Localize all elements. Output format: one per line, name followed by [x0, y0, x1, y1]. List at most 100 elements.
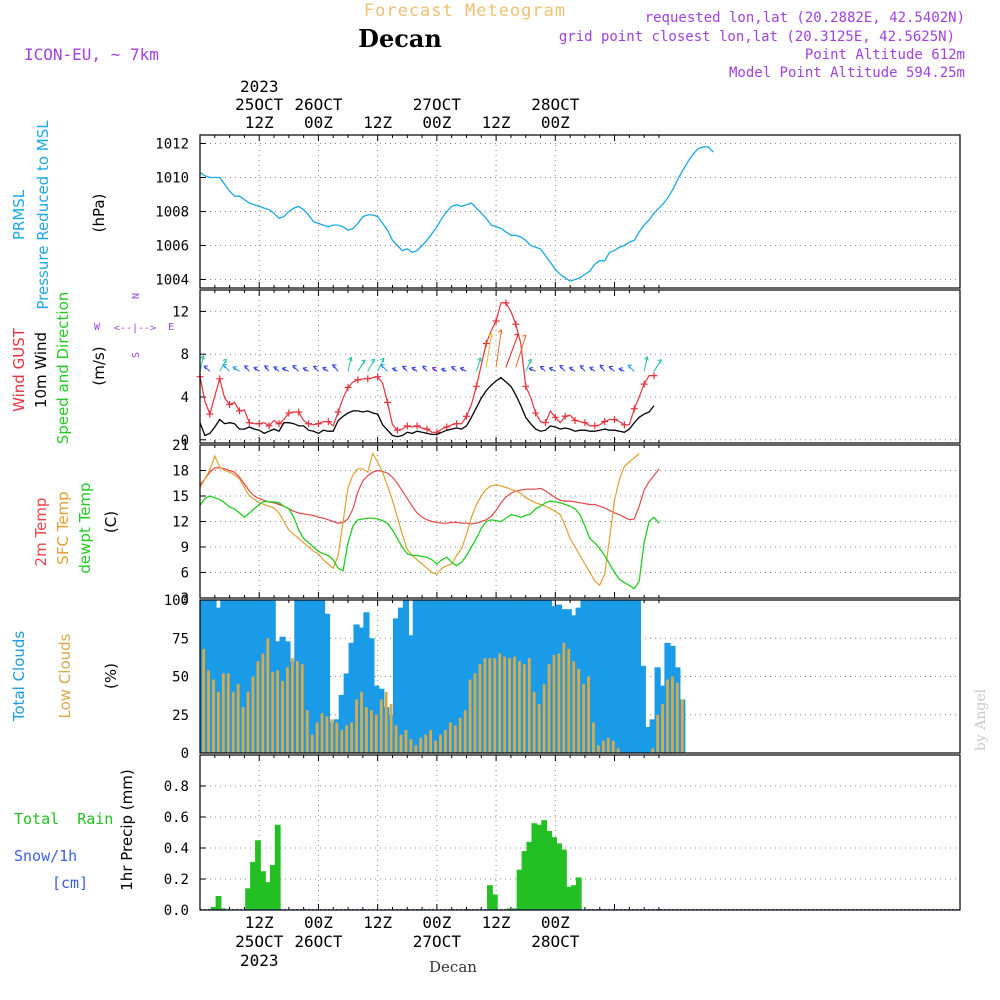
total-cloud-bar [615, 600, 622, 753]
gust-point-marker [255, 420, 263, 428]
gust-point-marker [482, 339, 490, 347]
wind-panel: 0 4 8 12 [172, 289, 961, 449]
y-tick-label: 12 [172, 515, 189, 531]
low-cloud-bar [217, 691, 220, 753]
total-cloud-bar [368, 638, 375, 753]
wind-arrow-head [431, 366, 437, 372]
gust-point-marker [216, 375, 224, 383]
low-cloud-bar [330, 719, 334, 753]
low-cloud-bar [231, 691, 235, 753]
total-cloud-bar [590, 600, 597, 753]
rain-bar [516, 869, 523, 910]
low-cloud-bar [345, 725, 349, 753]
wind-arrow-head [521, 334, 527, 339]
wind-arrow-head [322, 366, 327, 371]
rain-bar [561, 849, 567, 910]
gust-point-marker [462, 412, 470, 420]
low-cloud-bar [439, 734, 442, 753]
wind-unit: (m/s) [90, 346, 108, 385]
location-title: Decan [358, 24, 442, 53]
low-cloud-bar [587, 676, 590, 753]
gust-point-marker [265, 422, 273, 430]
wind-arrow-head [451, 366, 456, 371]
wind-arrow-head [488, 333, 493, 338]
y-tick-label: 1006 [155, 239, 189, 255]
low-cloud-bar [310, 734, 314, 753]
low-cloud-bar [478, 664, 482, 753]
wind-arrow-head [361, 359, 366, 364]
low-cloud-bar [547, 664, 551, 753]
compass-legend: W E N S <--|--> [94, 293, 174, 358]
bottom-axis-hour: 12Z [482, 913, 511, 932]
y-tick-label: 0 [181, 433, 189, 449]
wind-direction-arrow [525, 359, 532, 372]
low-cloud-bar [325, 716, 329, 753]
low-cloud-bar [315, 722, 319, 753]
gust-point-marker [206, 410, 214, 418]
y-tick-label: 1012 [155, 137, 189, 153]
low-cloud-bar [473, 673, 477, 753]
gust-point-marker [374, 373, 382, 381]
temperature-series-line [199, 451, 640, 587]
gust-point-marker [541, 419, 549, 427]
total-cloud-bar [432, 600, 439, 753]
total-cloud-bar [580, 600, 587, 753]
low-cloud-bar [236, 684, 240, 753]
gust-point-marker [522, 382, 530, 390]
rain-bar [220, 908, 227, 910]
wind-arrow-head [392, 367, 397, 372]
y-tick-label: 15 [172, 489, 189, 505]
wind-arrow-head [222, 358, 227, 364]
low-clouds-label: Low Clouds [56, 633, 74, 718]
gust-point-marker [650, 372, 658, 380]
top-axis-date: 28OCT [531, 95, 580, 114]
gust-point-marker [285, 409, 293, 417]
rain-bar [269, 865, 276, 910]
rain-bar [274, 824, 281, 910]
wind-direction-arrow [653, 359, 662, 372]
rain-bar [215, 896, 222, 910]
rain-bar [526, 841, 533, 910]
low-cloud-bar [542, 684, 546, 753]
y-tick-label: 1008 [155, 205, 189, 221]
y-tick-label: 75 [172, 631, 189, 647]
prmsl-label: PRMSL [10, 189, 28, 240]
low-cloud-bar [384, 691, 388, 753]
rain-bar [260, 871, 266, 910]
wind-arrow-head [539, 365, 545, 371]
temperature-panel: 3 6 9 12 15 18 21 [172, 438, 961, 607]
wind-direction-arrow [367, 358, 375, 372]
total-cloud-bar [244, 600, 252, 753]
bottom-axis-hour: 00Z [422, 913, 451, 932]
gust-point-marker [393, 426, 401, 434]
rain-bar [487, 885, 493, 910]
total-cloud-bar [343, 673, 350, 753]
total-cloud-bar [230, 600, 237, 753]
total-cloud-bar [447, 600, 454, 753]
low-cloud-bar [256, 661, 260, 753]
total-cloud-bar [644, 726, 651, 753]
gust-point-marker [443, 423, 451, 431]
total-cloud-bar [422, 600, 429, 753]
gust-point-marker [502, 299, 510, 307]
wind-dir-label: Speed and Direction [54, 292, 72, 445]
low-cloud-bar [468, 679, 472, 753]
low-cloud-bar [266, 638, 270, 753]
low-cloud-bar [434, 740, 437, 753]
low-cloud-bar [508, 658, 511, 753]
bottom-axis-hour: 00Z [304, 913, 333, 932]
low-cloud-bar [567, 648, 571, 753]
top-axis-hour: 00Z [304, 113, 333, 132]
gust-point-marker [561, 412, 569, 420]
rain-bar [570, 885, 577, 910]
low-cloud-bar [409, 739, 413, 753]
rain-bar [255, 840, 261, 910]
wind-arrow-head [657, 359, 662, 364]
low-cloud-bar [212, 679, 215, 753]
chart-title: Forecast Meteogram [364, 1, 566, 21]
requested-coords: requested lon,lat (20.2882E, 42.5402N) [645, 10, 965, 26]
model-altitude: Model Point Altitude 594.25m [729, 65, 965, 81]
wind-arrow-head [347, 356, 353, 362]
rain-bar [250, 861, 256, 910]
wind-arrow-head [527, 358, 532, 364]
